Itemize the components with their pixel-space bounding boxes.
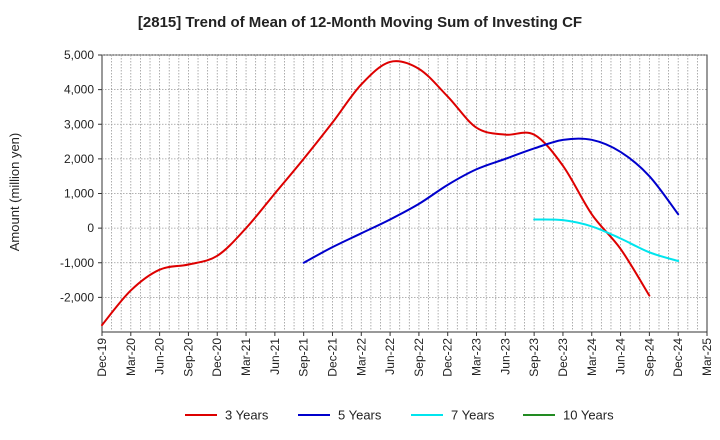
x-tick-label: Jun-21 (268, 338, 282, 375)
x-tick-label: Mar-24 (585, 338, 599, 376)
x-tick-label: Jun-23 (498, 338, 512, 375)
x-tick-label: Jun-22 (383, 338, 397, 375)
x-tick-label: Dec-21 (325, 338, 339, 377)
x-tick-label: Sep-22 (412, 338, 426, 377)
legend: 3 Years 5 Years 7 Years 10 Years (185, 408, 614, 423)
series-line-3-years (101, 60, 651, 327)
x-tick-label: Dec-24 (671, 338, 685, 377)
legend-label-5-years: 5 Years (338, 408, 382, 423)
legend-label-10-years: 10 Years (563, 408, 614, 423)
x-tick-label: Sep-23 (527, 338, 541, 377)
y-tick-label: 3,000 (64, 117, 94, 131)
x-tick-label: Sep-24 (642, 338, 656, 377)
legend-label-7-years: 7 Years (451, 408, 495, 423)
gridlines (102, 54, 707, 332)
series-line-5-years (302, 137, 680, 264)
legend-label-3-years: 3 Years (225, 408, 269, 423)
chart-title: [2815] Trend of Mean of 12-Month Moving … (137, 14, 583, 31)
x-tick-label: Dec-22 (441, 338, 455, 377)
x-tick-label: Mar-20 (124, 338, 138, 376)
x-tick-label: Sep-20 (181, 338, 195, 377)
y-tick-label: -2,000 (60, 290, 94, 304)
series-line-7-years (533, 218, 680, 263)
x-axis: Dec-19 Mar-20 Jun-20 Sep-20 Dec-20 Mar-21 Jun-… (95, 332, 714, 377)
y-tick-label: 1,000 (64, 187, 94, 201)
y-tick-label: 0 (87, 221, 94, 235)
x-tick-label: Mar-23 (470, 338, 484, 376)
x-tick-label: Dec-20 (210, 338, 224, 377)
y-tick-label: 5,000 (64, 48, 94, 62)
y-axis-label: Amount (million yen) (7, 133, 22, 252)
y-tick-label: -1,000 (60, 256, 94, 270)
y-tick-label: 4,000 (64, 83, 94, 97)
y-tick-label: 2,000 (64, 152, 94, 166)
x-tick-label: Mar-21 (239, 338, 253, 376)
x-tick-label: Dec-19 (95, 338, 109, 377)
x-tick-label: Jun-24 (614, 338, 628, 375)
x-tick-label: Jun-20 (153, 338, 167, 375)
series-layer (101, 60, 680, 327)
x-tick-label: Mar-25 (700, 338, 714, 376)
y-axis: 5,000 4,000 3,000 2,000 1,000 0 -1,000 -2,000 (60, 48, 102, 304)
x-tick-label: Sep-21 (297, 338, 311, 377)
x-tick-label: Mar-22 (354, 338, 368, 376)
x-tick-label: Dec-23 (556, 338, 570, 377)
